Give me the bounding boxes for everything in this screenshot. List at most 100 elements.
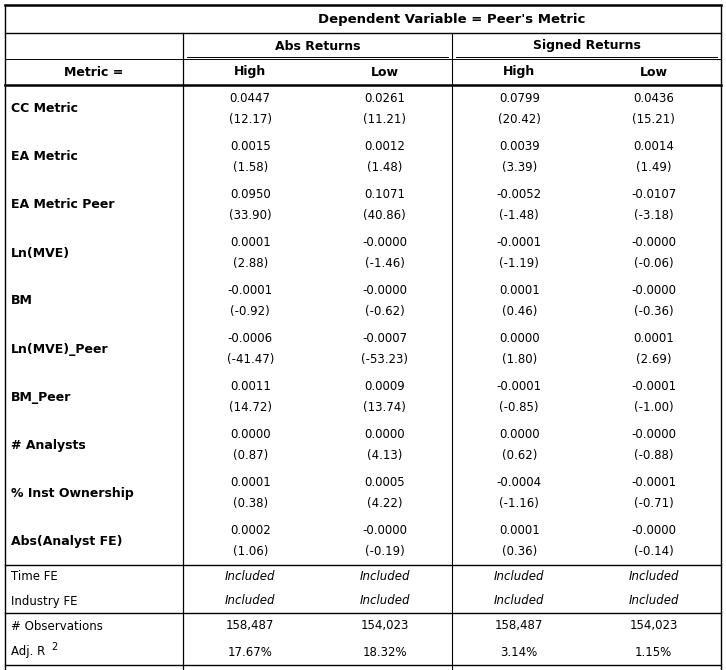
Text: (-1.19): (-1.19) xyxy=(499,257,539,270)
Text: (0.46): (0.46) xyxy=(502,305,537,318)
Text: High: High xyxy=(503,66,535,78)
Text: (33.90): (33.90) xyxy=(229,209,272,222)
Text: (-1.00): (-1.00) xyxy=(634,401,674,414)
Text: (-0.62): (-0.62) xyxy=(365,305,404,318)
Text: -0.0000: -0.0000 xyxy=(362,236,407,249)
Text: (11.21): (11.21) xyxy=(363,113,407,126)
Text: Ln(MVE)_Peer: Ln(MVE)_Peer xyxy=(11,342,109,356)
Text: 0.0005: 0.0005 xyxy=(364,476,405,489)
Text: 2: 2 xyxy=(51,642,57,652)
Text: (0.38): (0.38) xyxy=(233,497,268,510)
Text: (40.86): (40.86) xyxy=(364,209,406,222)
Text: -0.0001: -0.0001 xyxy=(631,380,677,393)
Text: (1.06): (1.06) xyxy=(232,545,268,558)
Text: 0.0000: 0.0000 xyxy=(499,428,539,441)
Text: (-1.16): (-1.16) xyxy=(499,497,539,510)
Text: (-0.85): (-0.85) xyxy=(499,401,539,414)
Text: BM_Peer: BM_Peer xyxy=(11,391,71,403)
Text: 0.1071: 0.1071 xyxy=(364,188,405,201)
Text: CC Metric: CC Metric xyxy=(11,103,78,115)
Text: 158,487: 158,487 xyxy=(226,620,274,632)
Text: -0.0004: -0.0004 xyxy=(497,476,542,489)
Text: Included: Included xyxy=(629,570,679,584)
Text: 0.0000: 0.0000 xyxy=(230,428,271,441)
Text: % Inst Ownership: % Inst Ownership xyxy=(11,486,134,500)
Text: (2.69): (2.69) xyxy=(636,353,672,366)
Text: Dependent Variable = Peer's Metric: Dependent Variable = Peer's Metric xyxy=(318,13,586,25)
Text: (0.87): (0.87) xyxy=(232,449,268,462)
Text: (-1.46): (-1.46) xyxy=(364,257,404,270)
Text: (1.49): (1.49) xyxy=(636,161,672,174)
Text: 0.0039: 0.0039 xyxy=(499,140,539,153)
Text: Time FE: Time FE xyxy=(11,570,58,584)
Text: 0.0012: 0.0012 xyxy=(364,140,405,153)
Text: Abs(Analyst FE): Abs(Analyst FE) xyxy=(11,535,123,547)
Text: (1.80): (1.80) xyxy=(502,353,537,366)
Text: 0.0000: 0.0000 xyxy=(499,332,539,345)
Text: (4.22): (4.22) xyxy=(367,497,402,510)
Text: 1.15%: 1.15% xyxy=(635,645,672,659)
Text: 158,487: 158,487 xyxy=(495,620,544,632)
Text: 154,023: 154,023 xyxy=(629,620,678,632)
Text: High: High xyxy=(234,66,266,78)
Text: Low: Low xyxy=(371,66,399,78)
Text: 18.32%: 18.32% xyxy=(362,645,407,659)
Text: -0.0001: -0.0001 xyxy=(497,380,542,393)
Text: -0.0000: -0.0000 xyxy=(631,524,676,537)
Text: -0.0000: -0.0000 xyxy=(631,284,676,297)
Text: # Analysts: # Analysts xyxy=(11,438,86,452)
Text: 0.0001: 0.0001 xyxy=(633,332,674,345)
Text: (-0.19): (-0.19) xyxy=(365,545,404,558)
Text: -0.0000: -0.0000 xyxy=(631,428,676,441)
Text: 0.0011: 0.0011 xyxy=(230,380,271,393)
Text: (20.42): (20.42) xyxy=(498,113,541,126)
Text: 0.0261: 0.0261 xyxy=(364,92,405,105)
Text: Ln(MVE): Ln(MVE) xyxy=(11,247,70,259)
Text: 0.0436: 0.0436 xyxy=(633,92,674,105)
Text: Included: Included xyxy=(494,570,544,584)
Text: (15.21): (15.21) xyxy=(632,113,675,126)
Text: 0.0447: 0.0447 xyxy=(229,92,271,105)
Text: (14.72): (14.72) xyxy=(229,401,272,414)
Text: (3.39): (3.39) xyxy=(502,161,537,174)
Text: (-3.18): (-3.18) xyxy=(634,209,674,222)
Text: (-0.36): (-0.36) xyxy=(634,305,674,318)
Text: (2.88): (2.88) xyxy=(232,257,268,270)
Text: -0.0000: -0.0000 xyxy=(631,236,676,249)
Text: -0.0107: -0.0107 xyxy=(631,188,677,201)
Text: Included: Included xyxy=(359,570,410,584)
Text: 0.0001: 0.0001 xyxy=(230,236,271,249)
Text: 0.0015: 0.0015 xyxy=(230,140,271,153)
Text: (0.62): (0.62) xyxy=(502,449,537,462)
Text: (-0.71): (-0.71) xyxy=(634,497,674,510)
Text: -0.0007: -0.0007 xyxy=(362,332,407,345)
Text: EA Metric: EA Metric xyxy=(11,151,78,163)
Text: (0.36): (0.36) xyxy=(502,545,537,558)
Text: 3.14%: 3.14% xyxy=(501,645,538,659)
Text: (12.17): (12.17) xyxy=(229,113,272,126)
Text: (-1.48): (-1.48) xyxy=(499,209,539,222)
Text: Metric =: Metric = xyxy=(65,66,123,78)
Text: (-0.88): (-0.88) xyxy=(634,449,674,462)
Text: (-53.23): (-53.23) xyxy=(362,353,408,366)
Text: 0.0014: 0.0014 xyxy=(633,140,674,153)
Text: 0.0950: 0.0950 xyxy=(230,188,271,201)
Text: # Observations: # Observations xyxy=(11,620,103,632)
Text: -0.0006: -0.0006 xyxy=(228,332,273,345)
Text: 0.0799: 0.0799 xyxy=(499,92,539,105)
Text: EA Metric Peer: EA Metric Peer xyxy=(11,198,115,212)
Text: (1.58): (1.58) xyxy=(232,161,268,174)
Text: 0.0001: 0.0001 xyxy=(499,524,539,537)
Text: (4.13): (4.13) xyxy=(367,449,402,462)
Text: Included: Included xyxy=(225,570,275,584)
Text: -0.0001: -0.0001 xyxy=(497,236,542,249)
Text: (-41.47): (-41.47) xyxy=(227,353,274,366)
Text: -0.0001: -0.0001 xyxy=(631,476,677,489)
Text: 0.0000: 0.0000 xyxy=(364,428,405,441)
Text: -0.0052: -0.0052 xyxy=(497,188,542,201)
Text: (-0.06): (-0.06) xyxy=(634,257,674,270)
Text: (1.48): (1.48) xyxy=(367,161,402,174)
Text: (13.74): (13.74) xyxy=(363,401,406,414)
Text: Signed Returns: Signed Returns xyxy=(533,40,640,52)
Text: Included: Included xyxy=(225,594,275,608)
